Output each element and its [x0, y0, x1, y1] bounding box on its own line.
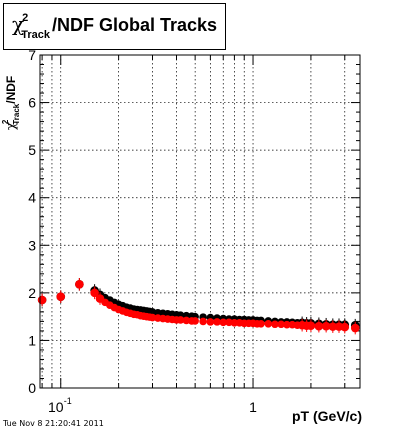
y-tick-label: 0 [28, 380, 36, 396]
ylabel-superscript: 2 [1, 119, 10, 125]
title-rest: /NDF Global Tracks [52, 15, 218, 35]
red-data-point [264, 319, 273, 328]
ylabel-subscript: Track [12, 103, 21, 125]
y-tick-label: 2 [28, 285, 36, 301]
red-data-point [199, 317, 207, 326]
y-tick-label: 7 [28, 47, 36, 63]
x-tick-label-exponent: -1 [64, 396, 72, 406]
red-data-point [191, 317, 199, 325]
red-data-point [277, 320, 285, 329]
red-data-point [283, 320, 291, 329]
axis-ticks [40, 54, 360, 389]
title-chi-symbol: χ [12, 12, 25, 36]
red-data-point [257, 319, 265, 328]
chart-title-box: χ2 Track/NDF Global Tracks [3, 3, 226, 50]
plot-frame [39, 54, 361, 389]
red-data-point [219, 318, 228, 327]
red-data-point [213, 318, 221, 326]
x-tick-label: 1 [249, 399, 257, 415]
y-tick-label: 5 [28, 142, 36, 158]
chart-title: χ2 Track/NDF Global Tracks [12, 12, 218, 41]
red-data-point [206, 318, 215, 326]
red-data-point [176, 316, 185, 324]
y-tick-label: 1 [28, 332, 36, 348]
y-tick-label: 3 [28, 237, 36, 253]
y-axis-label: χ2 Track/NDF [1, 50, 30, 130]
title-superscript: 2 [22, 12, 29, 24]
tick-labels: 0 1 2 3 4 5 6 7 10 -1 1 [28, 47, 257, 415]
x-axis-label: pT (GeV/c) [291, 408, 362, 424]
red-data-point [271, 320, 279, 329]
ylabel-rest: /NDF [4, 75, 18, 104]
y-tick-label: 6 [28, 95, 36, 111]
data-points [37, 277, 360, 335]
timestamp: Tue Nov 8 21:20:41 2011 [3, 419, 104, 428]
y-tick-label: 4 [28, 190, 36, 206]
grid-lines [40, 54, 360, 389]
title-subscript: Track [21, 29, 50, 41]
x-tick-label: 10 [48, 399, 64, 415]
